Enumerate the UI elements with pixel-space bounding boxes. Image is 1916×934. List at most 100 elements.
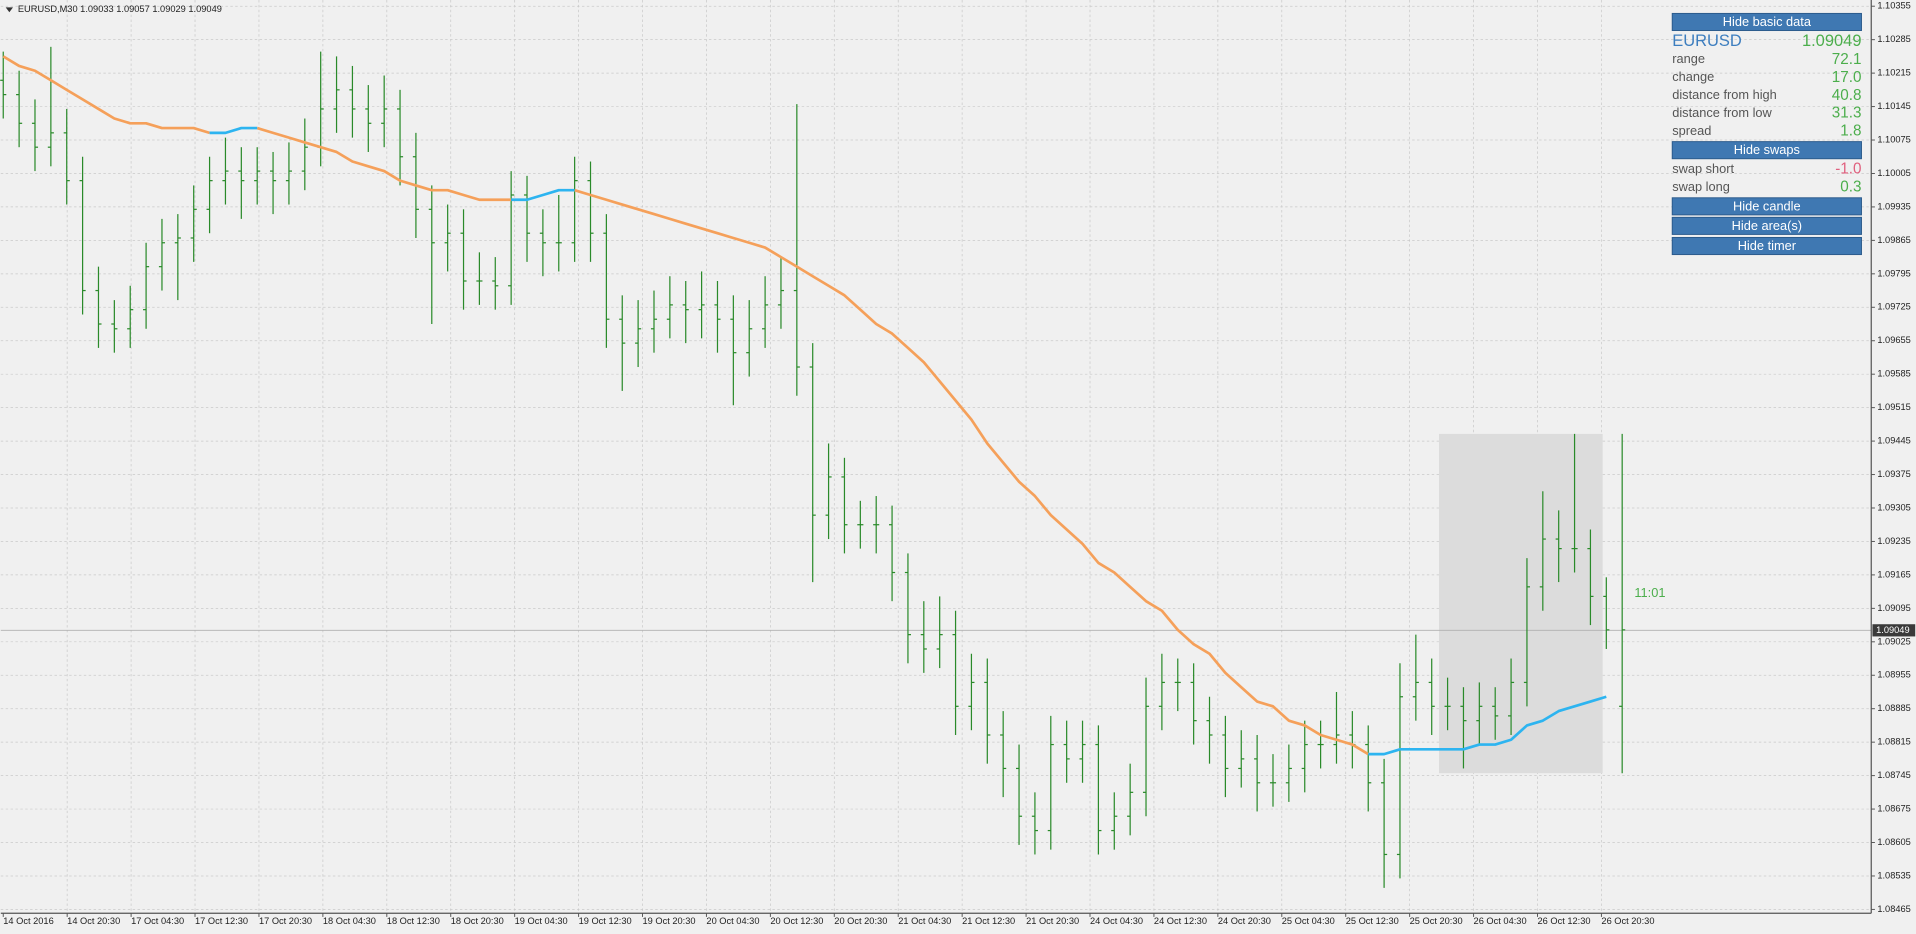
row-value: 1.8 — [1840, 123, 1861, 140]
row-label: swap short — [1672, 161, 1734, 176]
symbol-header: EURUSD,M30 1.09033 1.09057 1.09029 1.090… — [18, 4, 222, 14]
moving-average — [209, 126, 258, 135]
y-tick-label: 1.10075 — [1877, 134, 1911, 144]
y-tick-label: 1.08955 — [1877, 670, 1911, 680]
x-tick-label: 25 Oct 12:30 — [1346, 916, 1399, 926]
x-tick-label: 19 Oct 20:30 — [643, 916, 696, 926]
x-tick-label: 20 Oct 04:30 — [706, 916, 759, 926]
panel-button[interactable]: Hide area(s) — [1671, 216, 1862, 235]
x-tick-label: 25 Oct 20:30 — [1410, 916, 1463, 926]
x-tick-label: 14 Oct 20:30 — [67, 916, 120, 926]
x-tick-label: 24 Oct 20:30 — [1218, 916, 1271, 926]
row-value: 31.3 — [1832, 105, 1862, 122]
row-label: distance from low — [1672, 105, 1772, 120]
row-value: 72.1 — [1832, 51, 1862, 68]
x-tick-label: 21 Oct 04:30 — [898, 916, 951, 926]
x-tick-label: 18 Oct 20:30 — [451, 916, 504, 926]
button-face[interactable] — [1671, 12, 1862, 32]
bid: 1.09049 — [1802, 32, 1862, 50]
button-face[interactable] — [1671, 141, 1862, 160]
y-tick-label: 1.08535 — [1877, 870, 1911, 880]
x-tick-label: 21 Oct 20:30 — [1026, 916, 1079, 926]
y-tick-label: 1.09795 — [1877, 268, 1911, 278]
moving-average — [2, 55, 210, 135]
menu-arrow[interactable] — [5, 7, 14, 13]
panel-button[interactable]: Hide swaps — [1671, 141, 1862, 160]
y-tick-label: 1.10355 — [1877, 1, 1911, 11]
row-value: -1.0 — [1835, 161, 1861, 178]
row-label: distance from high — [1672, 87, 1777, 102]
button-face[interactable] — [1671, 216, 1862, 235]
button-face[interactable] — [1671, 236, 1862, 256]
x-tick-label: 20 Oct 20:30 — [834, 916, 887, 926]
row-value: 0.3 — [1840, 178, 1861, 195]
y-tick-label: 1.09655 — [1877, 335, 1911, 345]
y-tick-label: 1.09445 — [1877, 436, 1911, 446]
button-label[interactable]: Hide swaps — [1734, 142, 1800, 157]
x-tick-label: 26 Oct 20:30 — [1601, 916, 1654, 926]
y-tick-label: 1.09725 — [1877, 302, 1911, 312]
plot: 1.09049 11:01 — [0, 46, 1916, 888]
row-value: 17.0 — [1832, 69, 1862, 86]
button-label[interactable]: Hide timer — [1738, 238, 1797, 253]
panel-button[interactable]: Hide timer — [1671, 236, 1862, 256]
row-label: range — [1672, 51, 1705, 66]
info-panel: Hide basic data EURUSD 1.09049 range 72.1 cha… — [1671, 12, 1862, 256]
y-tick-label: 1.10005 — [1877, 168, 1911, 178]
row-label: swap long — [1672, 179, 1730, 194]
y-tick-label: 1.10145 — [1877, 101, 1911, 111]
x-tick-label: 24 Oct 04:30 — [1090, 916, 1143, 926]
timer: 11:01 — [1634, 585, 1665, 600]
y-tick-label: 1.09375 — [1877, 469, 1911, 479]
symbol: EURUSD — [1672, 32, 1742, 50]
x-tick-label: 14 Oct 2016 — [3, 916, 53, 926]
y-tick-label: 1.08815 — [1877, 737, 1911, 747]
y-tick-label: 1.09865 — [1877, 235, 1911, 245]
moving-average — [256, 126, 512, 202]
session-area — [1439, 433, 1603, 774]
row-label: change — [1672, 69, 1714, 84]
x-tick-label: 26 Oct 12:30 — [1537, 916, 1590, 926]
y-tick-label: 1.09935 — [1877, 201, 1911, 211]
row-value: 40.8 — [1832, 87, 1862, 104]
x-tick-label: 17 Oct 12:30 — [195, 916, 248, 926]
moving-average — [574, 188, 1369, 756]
y-tick-label: 1.09515 — [1877, 402, 1911, 412]
x-tick-label: 18 Oct 04:30 — [323, 916, 376, 926]
panel-button[interactable]: Hide candle — [1671, 197, 1862, 216]
row-label: spread — [1672, 123, 1711, 138]
panel-button[interactable]: Hide basic data — [1671, 12, 1862, 32]
y-tick-label: 1.09025 — [1877, 636, 1911, 646]
bid-label: 1.09049 — [1876, 625, 1910, 635]
button-label[interactable]: Hide candle — [1733, 198, 1801, 213]
y-tick-label: 1.08675 — [1877, 804, 1911, 814]
y-tick-label: 1.10215 — [1877, 68, 1911, 78]
bid-label-box — [1872, 624, 1916, 637]
button-face[interactable] — [1671, 197, 1862, 216]
x-tick-label: 26 Oct 04:30 — [1474, 916, 1527, 926]
x-tick-label: 25 Oct 04:30 — [1282, 916, 1335, 926]
y-tick-label: 1.09235 — [1877, 536, 1911, 546]
x-tick-label: 18 Oct 12:30 — [387, 916, 440, 926]
y-tick-label: 1.10285 — [1877, 34, 1911, 44]
x-tick-label: 24 Oct 12:30 — [1154, 916, 1207, 926]
y-tick-label: 1.08885 — [1877, 703, 1911, 713]
y-tick-label: 1.08465 — [1877, 904, 1911, 914]
button-label[interactable]: Hide basic data — [1723, 14, 1812, 29]
x-tick-label: 17 Oct 04:30 — [131, 916, 184, 926]
x-tick-label: 17 Oct 20:30 — [259, 916, 312, 926]
moving-average — [1368, 695, 1607, 756]
y-tick-label: 1.09585 — [1877, 369, 1911, 379]
y-tick-label: 1.08605 — [1877, 837, 1911, 847]
y-tick-label: 1.09305 — [1877, 502, 1911, 512]
y-tick-label: 1.09095 — [1877, 603, 1911, 613]
x-tick-label: 19 Oct 12:30 — [579, 916, 632, 926]
moving-average — [511, 188, 575, 202]
y-tick-label: 1.08745 — [1877, 770, 1911, 780]
x-tick-label: 19 Oct 04:30 — [515, 916, 568, 926]
y-tick-label: 1.09165 — [1877, 569, 1911, 579]
button-label[interactable]: Hide area(s) — [1732, 218, 1802, 233]
x-tick-label: 20 Oct 12:30 — [770, 916, 823, 926]
